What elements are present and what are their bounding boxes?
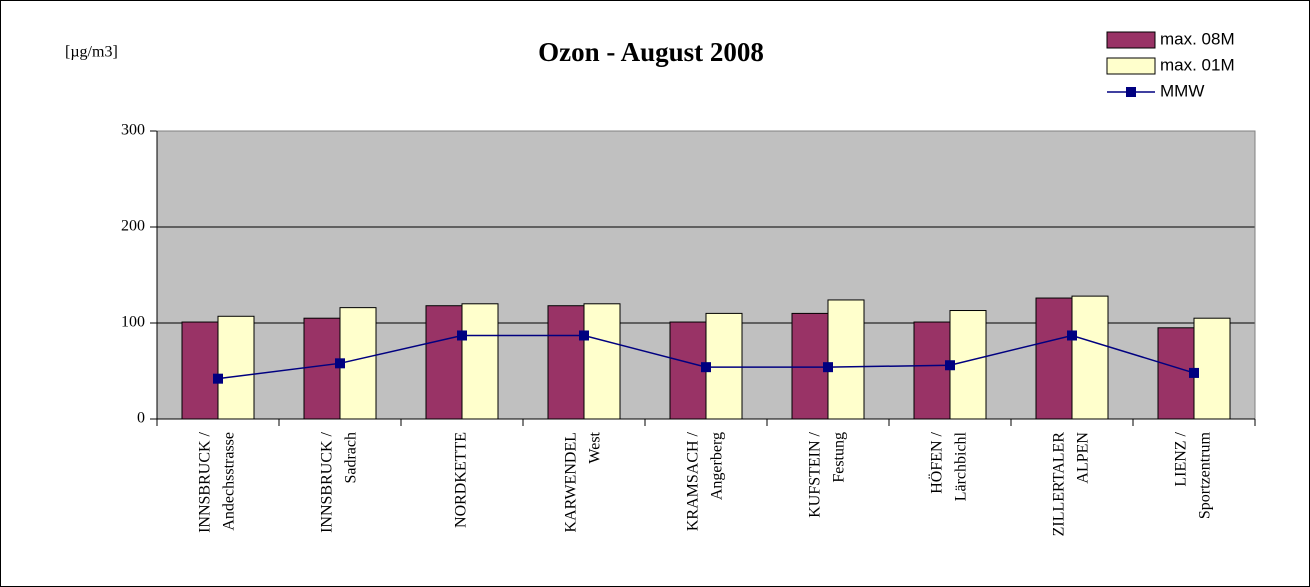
y-tick-label: 300 (121, 122, 145, 139)
bar (827, 299, 865, 420)
legend-label: max. 01M (1160, 55, 1235, 74)
marker (213, 373, 223, 384)
bar (547, 305, 585, 420)
bar (303, 317, 341, 420)
x-tick-label: ZILLERTALER (1051, 432, 1068, 537)
x-tick-label: INNSBRUCK / (197, 431, 214, 532)
bar (181, 321, 219, 420)
bar (1035, 297, 1073, 420)
bar (583, 303, 621, 420)
bar (1157, 327, 1195, 420)
legend-item: max. 08M (1106, 29, 1235, 49)
bar (913, 321, 951, 420)
x-tick-label: Festung (831, 432, 848, 483)
marker (823, 362, 833, 373)
bar (425, 305, 463, 420)
x-tick-label: NORDKETTE (453, 432, 470, 528)
y-tick-label: 0 (137, 410, 145, 427)
chart-title: Ozon - August 2008 (538, 37, 764, 67)
marker (701, 362, 711, 373)
legend-swatch (1106, 57, 1156, 75)
legend-item: max. 01M (1106, 55, 1235, 75)
legend-label: max. 08M (1160, 29, 1235, 48)
x-tick-label: HÖFEN / (928, 431, 946, 493)
bar (1193, 317, 1231, 420)
bar (461, 303, 499, 420)
bar (339, 307, 377, 420)
x-tick-label: KRAMSACH / (685, 431, 702, 531)
x-tick-label: Andechsstrasse (221, 432, 238, 531)
legend-marker (1126, 87, 1136, 97)
marker (579, 330, 589, 341)
y-tick-label: 100 (121, 314, 145, 331)
legend-item: MMW (1107, 81, 1204, 100)
marker (457, 330, 467, 341)
x-tick-label: West (587, 431, 604, 463)
marker (1189, 367, 1199, 378)
x-tick-label: INNSBRUCK / (319, 431, 336, 532)
bar (949, 310, 987, 420)
bar (669, 321, 707, 420)
y-tick-label: 200 (121, 218, 145, 235)
x-tick-label: KARWENDEL (563, 432, 580, 532)
y-axis-label: [µg/m3] (65, 44, 118, 61)
x-tick-label: KUFSTEIN / (807, 431, 824, 517)
bar (705, 312, 743, 420)
marker (335, 358, 345, 369)
x-tick-label: Sadrach (343, 432, 360, 484)
marker (1067, 330, 1077, 341)
bar (1071, 295, 1109, 420)
x-tick-label: LIENZ / (1173, 431, 1190, 486)
x-tick-label: ALPEN (1075, 432, 1092, 484)
legend-label: MMW (1160, 81, 1204, 100)
bar (217, 315, 255, 420)
legend-swatch (1106, 31, 1156, 49)
x-tick-label: Sportzentrum (1197, 431, 1214, 519)
bar (791, 312, 829, 420)
x-tick-label: Angerberg (709, 432, 726, 500)
marker (945, 360, 955, 371)
x-tick-label: Lärchbichl (953, 431, 970, 501)
